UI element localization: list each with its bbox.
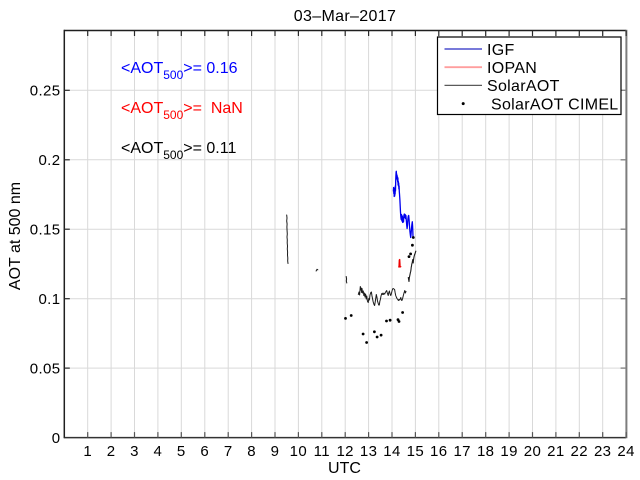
svg-text:6: 6 (200, 443, 209, 460)
svg-text:0.05: 0.05 (30, 360, 61, 377)
svg-text:7: 7 (224, 443, 233, 460)
svg-text:15: 15 (407, 443, 425, 460)
svg-text:9: 9 (271, 443, 280, 460)
svg-text:16: 16 (430, 443, 448, 460)
svg-text:SolarAOT: SolarAOT (487, 78, 560, 95)
svg-text:22: 22 (571, 443, 589, 460)
svg-text:23: 23 (594, 443, 612, 460)
svg-text:<AOT500>= 0.11: <AOT500>= 0.11 (121, 140, 236, 162)
svg-text:3: 3 (130, 443, 139, 460)
svg-text:IOPAN: IOPAN (487, 60, 537, 77)
svg-text:03–Mar–2017: 03–Mar–2017 (294, 8, 397, 25)
svg-text:24: 24 (617, 443, 635, 460)
svg-text:19: 19 (500, 443, 518, 460)
svg-text:AOT at 500 nm: AOT at 500 nm (7, 182, 24, 290)
svg-text:14: 14 (383, 443, 401, 460)
svg-text:0: 0 (52, 430, 61, 447)
svg-text:20: 20 (524, 443, 542, 460)
svg-text:<AOT500>= 0.16: <AOT500>= 0.16 (121, 60, 238, 82)
svg-text:1: 1 (83, 443, 92, 460)
svg-text:2: 2 (107, 443, 116, 460)
svg-text:SolarAOT CIMEL: SolarAOT CIMEL (491, 96, 619, 113)
svg-text:21: 21 (547, 443, 565, 460)
svg-text:13: 13 (360, 443, 378, 460)
svg-text:0.15: 0.15 (30, 222, 61, 239)
svg-text:4: 4 (154, 443, 163, 460)
svg-text:0.1: 0.1 (38, 291, 60, 308)
svg-text:8: 8 (247, 443, 256, 460)
svg-text:IGF: IGF (487, 42, 515, 59)
svg-text:5: 5 (177, 443, 186, 460)
svg-text:UTC: UTC (328, 460, 361, 477)
svg-text:11: 11 (314, 443, 330, 460)
svg-text:10: 10 (290, 443, 308, 460)
svg-text:<AOT500>= NaN: <AOT500>= NaN (121, 100, 243, 122)
svg-text:0.2: 0.2 (38, 152, 60, 169)
svg-text:17: 17 (453, 443, 471, 460)
svg-text:18: 18 (477, 443, 495, 460)
svg-text:0.25: 0.25 (30, 83, 61, 100)
svg-text:12: 12 (336, 443, 354, 460)
